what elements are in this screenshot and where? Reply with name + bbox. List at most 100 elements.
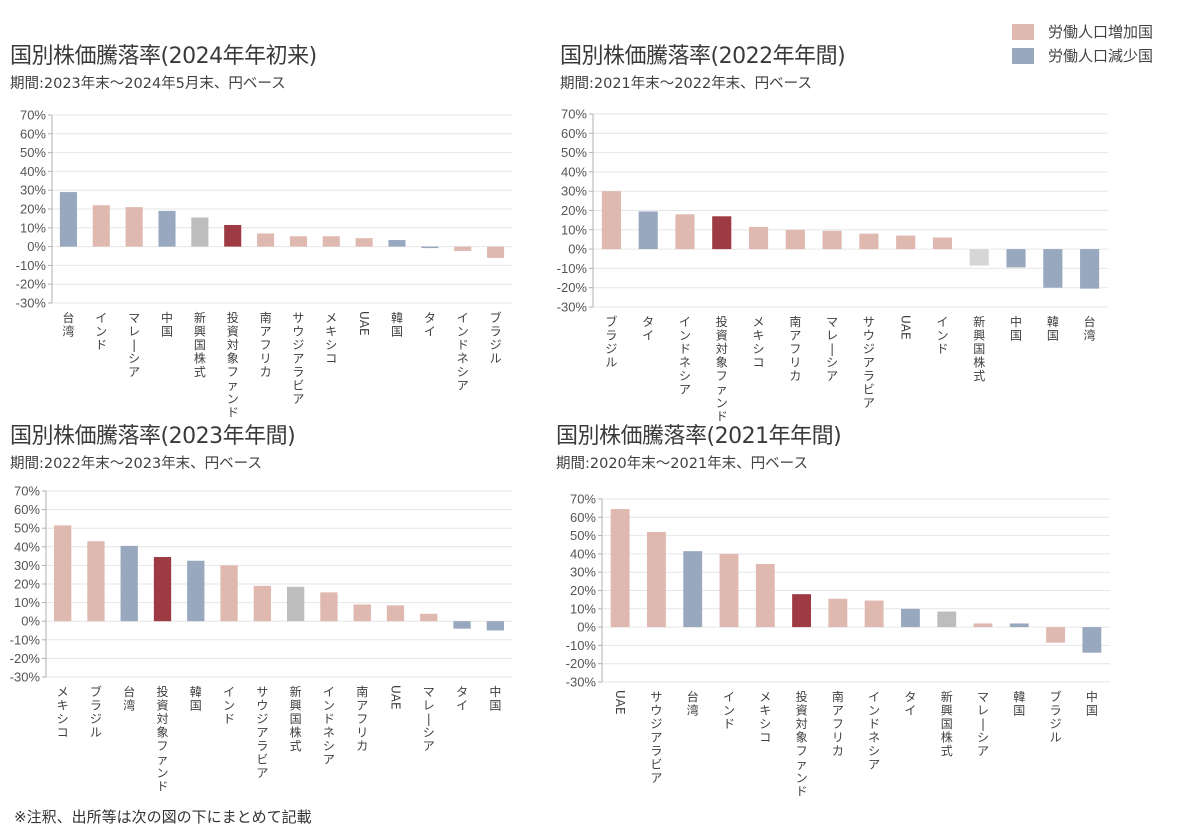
- x-tick-label: 投資対象ファンド: [227, 310, 239, 420]
- bar-韓国: [1043, 249, 1063, 288]
- y-tick-label: 70%: [14, 484, 40, 499]
- x-tick-label: メキシコ: [753, 315, 765, 370]
- bar-台湾: [683, 551, 703, 628]
- x-tick-label: UAE: [899, 315, 913, 340]
- bar-インドネシア: [675, 214, 695, 250]
- y-tick-label: -10%: [16, 258, 47, 273]
- bar-メキシコ: [322, 236, 340, 247]
- y-tick-label: 10%: [570, 601, 596, 616]
- y-tick-label: 60%: [20, 126, 46, 141]
- y-tick-label: 20%: [570, 583, 596, 598]
- x-tick-label: 韓国: [391, 311, 403, 339]
- y-tick-label: 70%: [20, 108, 46, 123]
- x-tick-label: 新興国株式: [973, 314, 985, 383]
- bar-タイ: [453, 621, 471, 629]
- chart-4-2021: 70% 60% 50% 40% 30% 20% 10% 0% -10% -20% -30% UAE サウ…: [566, 492, 1110, 799]
- x-tick-label: マレ|シア: [977, 690, 989, 758]
- bar-南アフリカ: [257, 233, 275, 247]
- bar-投資対象ファンド: [712, 216, 732, 250]
- x-tick-label: 投資対象ファンド: [156, 684, 168, 794]
- x-tick-label: インドネシア: [868, 690, 880, 772]
- bar-新興国株式: [937, 611, 957, 628]
- legend-item-decrease: 労働人口減少国: [1012, 44, 1153, 68]
- bar-中国: [1082, 627, 1102, 653]
- chart-2-2022: 70% 60% 50% 40% 30% 20% 10% 0% -10% -20% -30% ブラジル タ…: [557, 107, 1108, 424]
- y-tick-label: 20%: [561, 203, 587, 218]
- y-tick-label: 50%: [561, 145, 587, 160]
- bar-インドネシア: [864, 600, 884, 628]
- chart-4-title: 国別株価騰落率(2021年年間): [556, 424, 842, 449]
- bar-マレーシア: [125, 207, 143, 247]
- y-tick-label: 70%: [561, 107, 587, 122]
- y-tick-label: 50%: [570, 528, 596, 543]
- bar-UAE: [386, 605, 405, 622]
- y-tick-label: -20%: [10, 651, 41, 666]
- x-tick-label: サウジアラビア: [292, 311, 304, 406]
- y-tick-label: -20%: [557, 280, 588, 295]
- bar-投資対象ファンド: [792, 594, 812, 628]
- x-tick-label: インド: [95, 311, 107, 352]
- y-tick-label: 40%: [570, 546, 596, 561]
- x-tick-label: メキシコ: [325, 311, 337, 366]
- bar-韓国: [187, 560, 205, 622]
- bar-インドネシア: [320, 592, 338, 622]
- x-tick-label: ブラジル: [90, 684, 102, 740]
- bar-メキシコ: [53, 525, 72, 622]
- y-tick-label: 10%: [14, 595, 40, 610]
- legend: 労働人口増加国 労働人口減少国: [1012, 20, 1153, 68]
- x-tick-label: 南アフリカ: [832, 689, 844, 758]
- legend-item-increase: 労働人口増加国: [1012, 20, 1153, 44]
- y-tick-label: 0%: [27, 239, 46, 254]
- x-tick-label: 台湾: [62, 310, 74, 339]
- x-tick-label: 中国: [489, 684, 501, 713]
- y-tick-label: 70%: [570, 492, 596, 507]
- x-tick-label: 新興国株式: [941, 689, 953, 758]
- chart-3-title: 国別株価騰落率(2023年年間): [10, 424, 296, 449]
- x-tick-label: マレ|シア: [826, 315, 838, 383]
- x-tick-label: 韓国: [1047, 315, 1059, 343]
- y-tick-label: 30%: [561, 184, 587, 199]
- x-tick-label: 新興国株式: [290, 684, 302, 753]
- bar-インド: [220, 565, 238, 622]
- chart-1-subtitle: 期間:2023年末～2024年5月末、円ベース: [10, 76, 286, 92]
- x-tick-label: ブラジル: [605, 314, 617, 370]
- x-tick-label: インドネシア: [323, 685, 335, 767]
- bar-マレーシア: [973, 623, 993, 628]
- y-tick-label: 20%: [14, 577, 40, 592]
- y-tick-label: 30%: [14, 558, 40, 573]
- legend-label-increase: 労働人口増加国: [1048, 23, 1154, 41]
- chart-2-title: 国別株価騰落率(2022年年間): [560, 44, 846, 69]
- y-tick-label: 50%: [20, 145, 46, 160]
- bar-サウジアラビア: [859, 233, 879, 250]
- bar-南アフリカ: [785, 229, 805, 250]
- legend-swatch-increase: [1012, 24, 1034, 40]
- bar-インド: [92, 205, 110, 247]
- bar-インド: [719, 553, 739, 628]
- x-tick-label: 台湾: [687, 689, 699, 718]
- y-tick-label: -30%: [16, 296, 47, 311]
- x-tick-label: 南アフリカ: [789, 314, 801, 383]
- y-tick-label: 30%: [570, 565, 596, 580]
- y-tick-label: 40%: [561, 164, 587, 179]
- y-tick-label: 10%: [561, 222, 587, 237]
- x-tick-label: インド: [223, 685, 235, 726]
- chart-4-subtitle: 期間:2020年末～2021年末、円ベース: [556, 456, 808, 472]
- x-tick-label: ブラジル: [490, 310, 502, 366]
- x-tick-label: マレ|シア: [423, 685, 435, 753]
- chart-1-2024-ytd: 70% 60% 50% 40% 30% 20% 10% 0% -10% -20% -30% 台湾 インド…: [16, 108, 512, 420]
- y-tick-label: 0%: [21, 614, 40, 629]
- bar-投資対象ファンド: [153, 557, 172, 622]
- chart-3-subtitle: 期間:2022年末～2023年末、円ベース: [10, 456, 262, 472]
- y-tick-label: -10%: [10, 632, 41, 647]
- x-tick-label: 南アフリカ: [260, 310, 272, 379]
- y-tick-label: 30%: [20, 183, 46, 198]
- bar-インド: [932, 237, 953, 250]
- x-tick-label: 新興国株式: [194, 310, 206, 379]
- bar-中国: [1006, 249, 1026, 268]
- y-tick-label: 20%: [20, 202, 46, 217]
- x-tick-label: マレ|シア: [128, 311, 140, 379]
- y-tick-label: -10%: [566, 638, 597, 653]
- x-tick-label: サウジアラビア: [863, 315, 875, 410]
- y-tick-label: 40%: [20, 164, 46, 179]
- bar-台湾: [59, 192, 77, 247]
